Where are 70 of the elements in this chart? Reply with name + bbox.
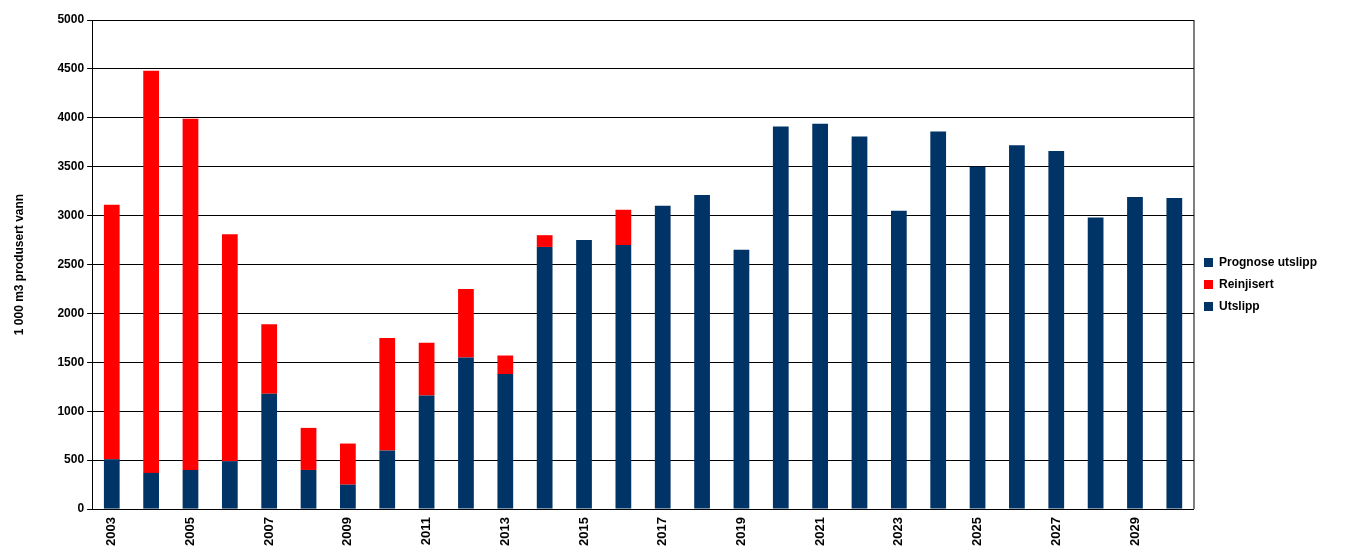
y-tick-label: 500 [64,452,85,467]
bar [221,234,238,462]
bar [576,240,592,509]
bar [103,459,120,509]
bar [694,195,710,509]
x-tick-label: 2019 [733,517,749,546]
x-tick-label: 2003 [103,517,119,546]
y-tick-label: 5000 [57,12,85,27]
bar [221,461,238,509]
y-tick-label: 3000 [57,207,85,222]
bar [536,246,553,509]
x-tick-label: 2021 [811,517,827,546]
legend-label: Utslipp [1219,298,1260,313]
y-tick-label: 4500 [57,61,85,76]
bar [969,166,986,509]
bar [890,210,907,509]
bar [143,70,159,473]
bar [261,324,278,394]
bar [772,126,789,509]
bar [418,395,435,509]
bar [930,131,947,509]
x-tick-label: 2007 [260,517,276,546]
bar [340,484,356,509]
bar [458,357,474,509]
x-tick-label: 2025 [969,517,985,546]
y-axis-title: 1 000 m3 produsert vann [11,193,26,336]
y-tick-label: 1500 [57,354,85,369]
bar [615,209,632,245]
bar [654,205,671,509]
x-tick-label: 2029 [1126,517,1142,546]
bar [182,118,199,470]
x-tick-label: 2017 [654,517,670,546]
x-tick-label: 2011 [418,517,434,546]
x-tick-label: 2009 [339,517,355,546]
bar [418,342,435,396]
bar [536,235,553,247]
bar [143,472,159,509]
bar [300,427,317,470]
x-tick-label: 2005 [182,517,198,546]
bar [1048,151,1065,509]
bar [733,249,750,509]
bar [1009,145,1025,509]
bar [1127,197,1143,509]
bar [812,123,829,509]
bar [300,469,317,509]
bar [1087,217,1104,509]
bar [615,244,632,509]
legend-label: Reinjisert [1219,276,1274,291]
x-tick-label: 2013 [496,517,512,546]
y-tick-label: 1000 [57,403,85,418]
y-tick-label: 2000 [57,305,85,320]
y-tick-label: 2500 [57,256,85,271]
bar [340,443,356,485]
bar [497,355,514,375]
x-tick-label: 2015 [575,517,591,546]
bar [851,136,868,509]
y-tick-label: 0 [77,501,85,516]
y-tick-label: 4000 [57,110,85,125]
bar [261,393,278,509]
y-tick-label: 3500 [57,159,85,174]
bar [1166,198,1183,509]
bar [379,337,396,451]
bar [103,204,120,460]
bar [458,288,474,358]
legend-label: Prognose utslipp [1219,254,1318,269]
bar [379,450,396,509]
bar [497,374,514,509]
x-tick-label: 2027 [1047,517,1063,546]
x-tick-label: 2023 [890,517,906,546]
bar [182,469,199,509]
